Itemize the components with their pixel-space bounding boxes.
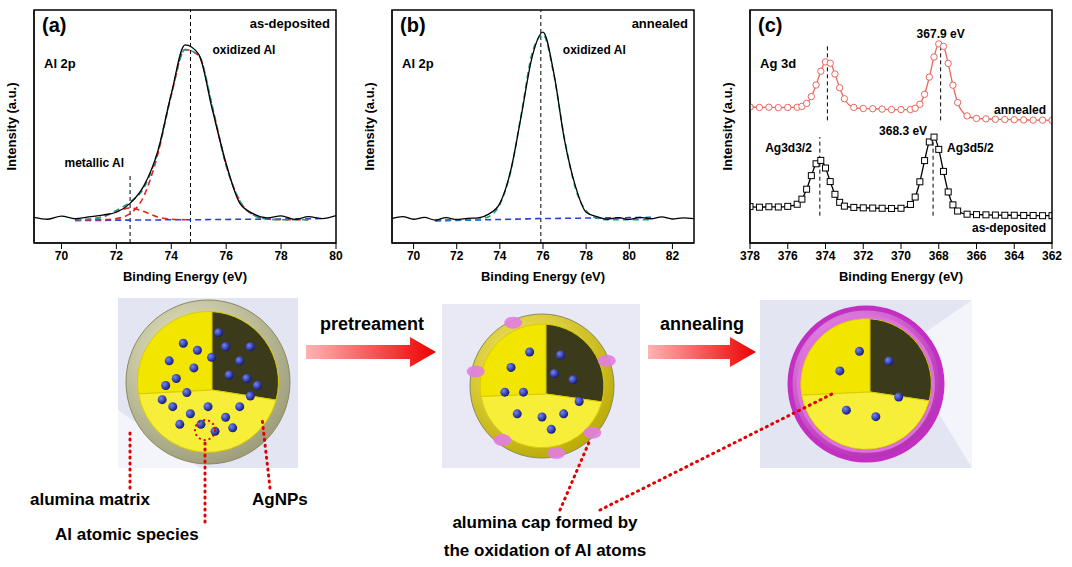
svg-text:70: 70 bbox=[55, 249, 69, 263]
svg-text:76: 76 bbox=[536, 249, 550, 263]
svg-text:Intensity (a.u.): Intensity (a.u.) bbox=[720, 82, 735, 170]
svg-text:364: 364 bbox=[1004, 249, 1024, 263]
svg-text:alumina matrix: alumina matrix bbox=[30, 490, 151, 509]
svg-text:378: 378 bbox=[740, 249, 760, 263]
svg-text:70: 70 bbox=[407, 249, 421, 263]
svg-text:metallic Al: metallic Al bbox=[65, 156, 125, 170]
svg-text:Intensity (a.u.): Intensity (a.u.) bbox=[362, 82, 377, 170]
svg-text:annealed: annealed bbox=[632, 16, 688, 31]
svg-text:374: 374 bbox=[815, 249, 835, 263]
svg-text:78: 78 bbox=[274, 249, 288, 263]
svg-text:(a): (a) bbox=[42, 14, 66, 36]
svg-text:Al 2p: Al 2p bbox=[402, 56, 434, 71]
svg-text:376: 376 bbox=[778, 249, 798, 263]
svg-text:372: 372 bbox=[853, 249, 873, 263]
svg-text:Binding Energy (eV): Binding Energy (eV) bbox=[481, 269, 605, 284]
svg-text:the oxidation of Al atoms: the oxidation of Al atoms bbox=[444, 541, 646, 560]
svg-text:alumina cap formed by: alumina cap formed by bbox=[452, 513, 638, 532]
svg-text:74: 74 bbox=[165, 249, 179, 263]
svg-text:oxidized Al: oxidized Al bbox=[212, 43, 275, 57]
svg-text:Ag3d3/2: Ag3d3/2 bbox=[765, 141, 812, 155]
svg-text:annealing: annealing bbox=[660, 314, 744, 334]
svg-text:370: 370 bbox=[891, 249, 911, 263]
svg-text:72: 72 bbox=[450, 249, 464, 263]
svg-text:368: 368 bbox=[929, 249, 949, 263]
svg-text:AgNPs: AgNPs bbox=[252, 490, 308, 509]
svg-text:367.9 eV: 367.9 eV bbox=[917, 27, 965, 41]
svg-text:82: 82 bbox=[666, 249, 680, 263]
svg-text:362: 362 bbox=[1042, 249, 1062, 263]
svg-text:80: 80 bbox=[329, 249, 343, 263]
svg-text:as-deposited: as-deposited bbox=[250, 16, 330, 31]
svg-text:pretreament: pretreament bbox=[320, 314, 424, 334]
svg-text:74: 74 bbox=[493, 249, 507, 263]
svg-text:Binding Energy (eV): Binding Energy (eV) bbox=[839, 269, 963, 284]
svg-text:as-deposited: as-deposited bbox=[972, 221, 1046, 235]
svg-text:oxidized Al: oxidized Al bbox=[563, 43, 626, 57]
svg-text:Binding Energy (eV): Binding Energy (eV) bbox=[123, 269, 247, 284]
svg-text:(b): (b) bbox=[400, 14, 426, 36]
svg-text:Al atomic species: Al atomic species bbox=[55, 525, 199, 544]
svg-text:80: 80 bbox=[623, 249, 637, 263]
svg-text:Intensity (a.u.): Intensity (a.u.) bbox=[4, 82, 19, 170]
svg-text:72: 72 bbox=[110, 249, 124, 263]
svg-text:368.3 eV: 368.3 eV bbox=[879, 124, 927, 138]
svg-text:78: 78 bbox=[579, 249, 593, 263]
svg-text:(c): (c) bbox=[758, 14, 782, 36]
svg-text:Ag3d5/2: Ag3d5/2 bbox=[947, 141, 994, 155]
svg-text:annealed: annealed bbox=[994, 103, 1046, 117]
svg-text:Ag 3d: Ag 3d bbox=[760, 56, 796, 71]
svg-text:Al 2p: Al 2p bbox=[44, 56, 76, 71]
svg-text:366: 366 bbox=[966, 249, 986, 263]
svg-text:76: 76 bbox=[220, 249, 234, 263]
